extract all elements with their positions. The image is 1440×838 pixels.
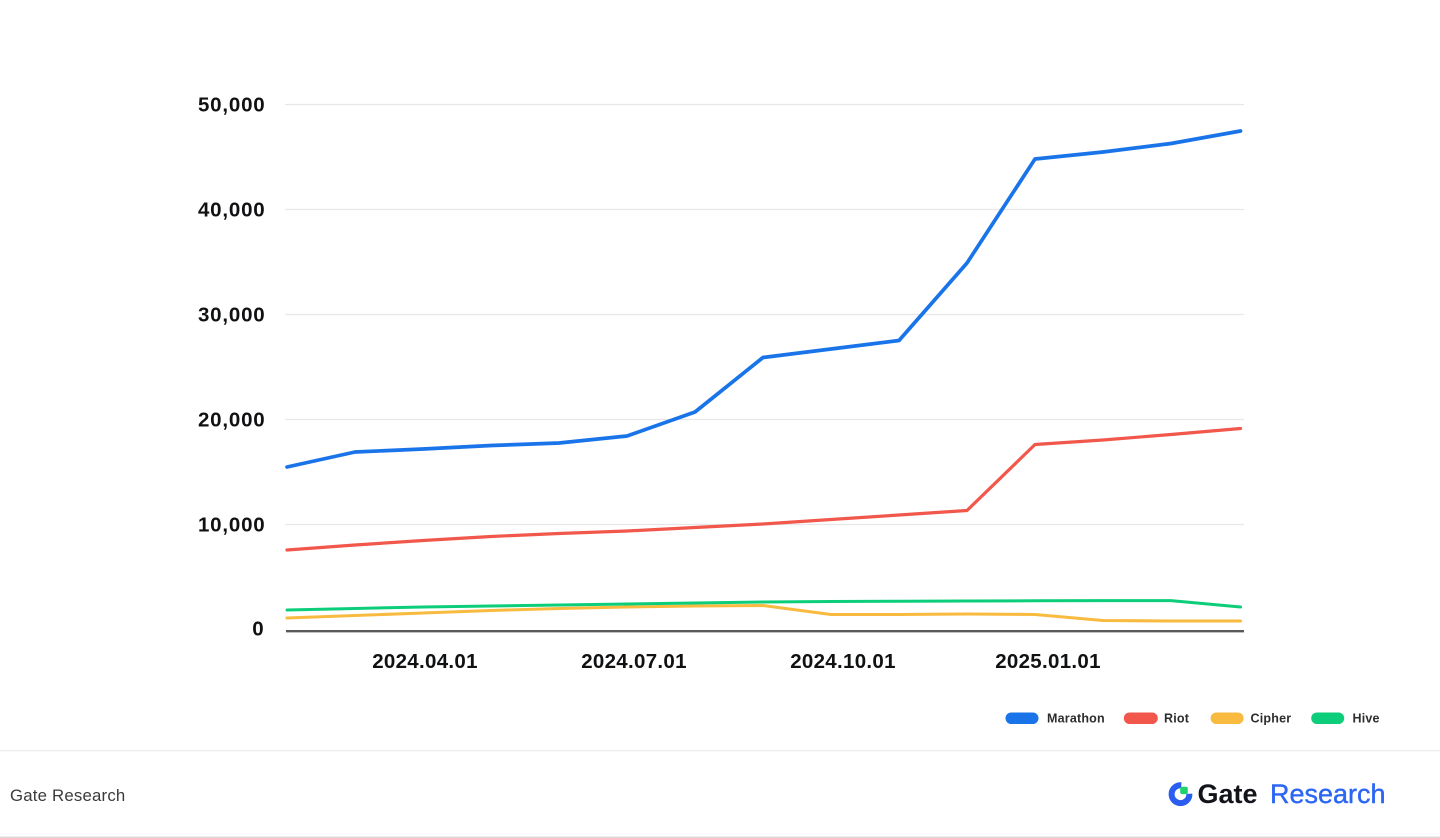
svg-text:20,000: 20,000 [198, 409, 266, 432]
svg-text:40,000: 40,000 [198, 199, 266, 222]
svg-text:10,000: 10,000 [198, 514, 266, 537]
svg-text:Gate Research: Gate Research [10, 786, 125, 805]
svg-text:Marathon: Marathon [1047, 712, 1105, 726]
svg-text:30,000: 30,000 [198, 304, 266, 327]
svg-text:Riot: Riot [1164, 712, 1190, 726]
svg-text:2025.01.01: 2025.01.01 [995, 650, 1101, 673]
svg-text:0: 0 [252, 618, 264, 641]
svg-text:2024.07.01: 2024.07.01 [581, 650, 687, 673]
svg-text:Hive: Hive [1353, 712, 1380, 726]
svg-text:Research: Research [1270, 779, 1386, 809]
svg-text:2024.10.01: 2024.10.01 [790, 650, 896, 673]
svg-text:Gate: Gate [1198, 779, 1258, 809]
svg-text:50,000: 50,000 [198, 94, 266, 117]
svg-text:Cipher: Cipher [1251, 712, 1292, 726]
svg-text:2024.04.01: 2024.04.01 [372, 650, 478, 673]
